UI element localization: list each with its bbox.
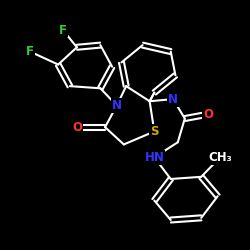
Text: S: S: [150, 125, 158, 138]
Text: O: O: [72, 121, 82, 134]
Text: O: O: [203, 108, 213, 121]
Text: F: F: [59, 24, 67, 36]
Text: N: N: [168, 92, 178, 106]
Text: HN: HN: [144, 151, 164, 164]
Text: N: N: [112, 99, 122, 112]
Text: F: F: [26, 45, 34, 58]
Text: CH₃: CH₃: [208, 151, 232, 164]
